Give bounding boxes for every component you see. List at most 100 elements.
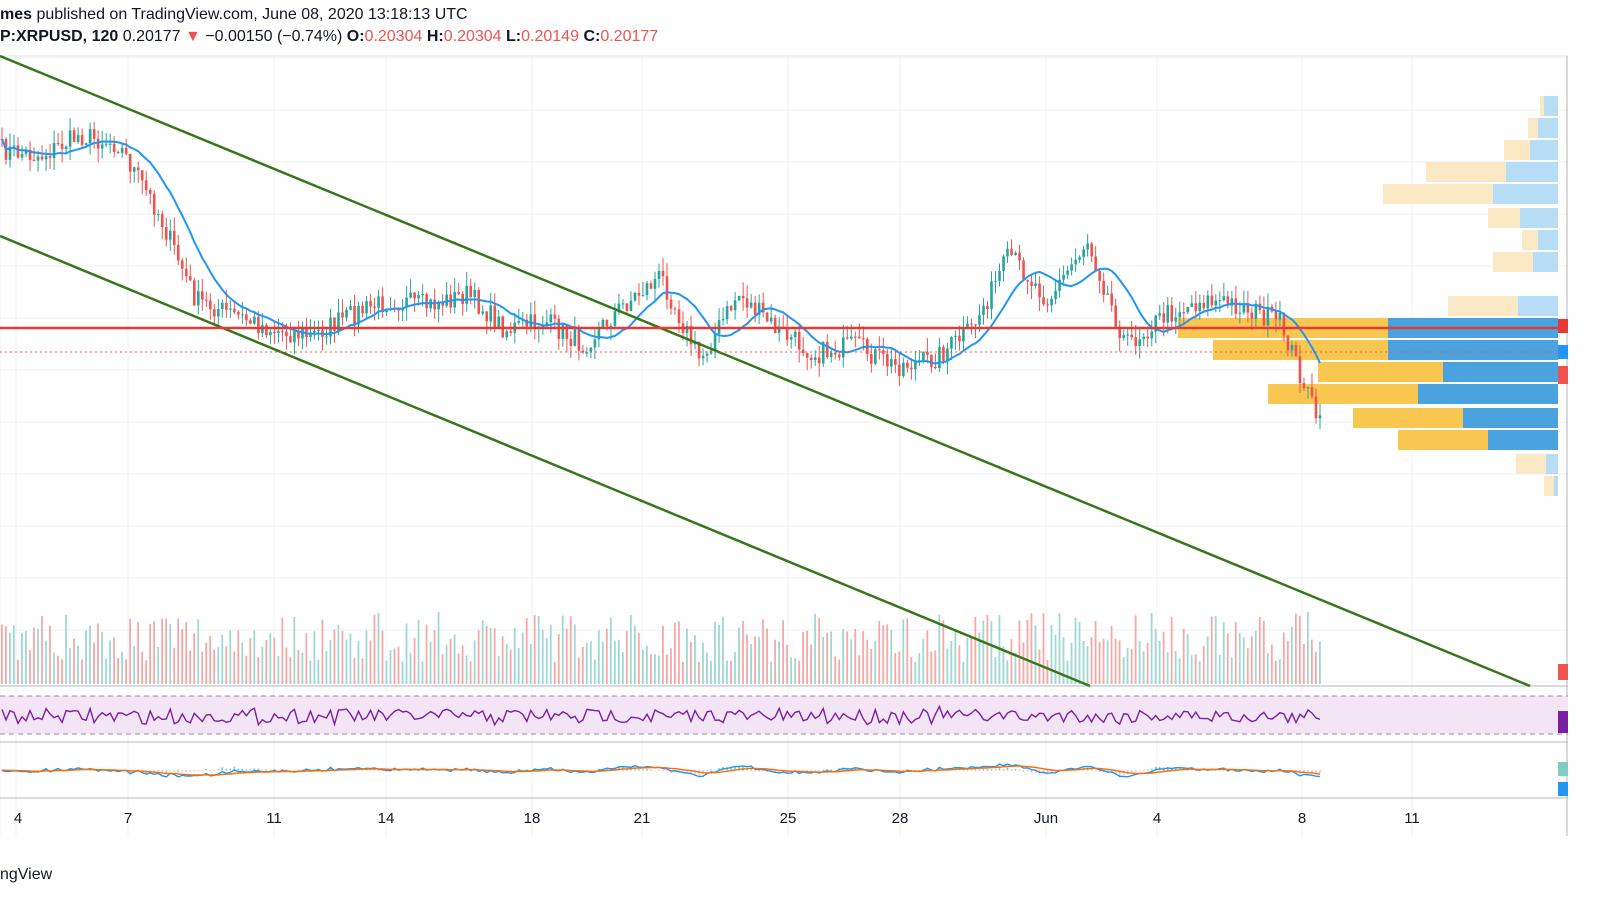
candle-body: [789, 337, 793, 340]
volume-bar: [161, 618, 164, 684]
candle-body: [28, 149, 32, 160]
candle-body: [1146, 336, 1150, 339]
volume-bar: [569, 616, 572, 684]
macd-histogram-bar: [910, 769, 913, 771]
candle-body: [144, 180, 148, 190]
volume-bar: [277, 655, 280, 684]
volume-bar: [581, 646, 584, 684]
volume-bar: [902, 619, 905, 684]
volume-bar: [934, 650, 937, 684]
macd-histogram-bar: [1114, 770, 1117, 774]
volume-bar: [153, 621, 156, 684]
volume-bar: [694, 635, 696, 684]
candle-body: [870, 354, 873, 364]
macd-histogram-bar: [1130, 770, 1133, 773]
candle-body: [1238, 312, 1242, 314]
volume-bar: [1118, 640, 1121, 684]
volume-bar: [1314, 651, 1317, 684]
macd-histogram-bar: [822, 769, 825, 771]
volume-bars: [1, 612, 1321, 684]
volume-bar: [1034, 625, 1037, 684]
candle-body: [96, 138, 100, 149]
candle-body: [16, 145, 20, 158]
candle-body: [962, 328, 965, 342]
candle-body: [857, 336, 861, 339]
trend-line-upper[interactable]: [0, 54, 1531, 688]
macd-histogram-bar: [1054, 770, 1057, 773]
volume-bar: [830, 631, 833, 684]
candle-body: [112, 143, 116, 153]
volume-bar: [301, 652, 304, 684]
candle-body: [926, 351, 929, 355]
x-tick-label: 8: [1298, 810, 1306, 827]
volume-bar: [1122, 656, 1125, 684]
macd-histogram-bar: [902, 770, 905, 772]
close-value: 0.20177: [600, 28, 659, 45]
candle-body: [721, 319, 725, 321]
candle-body: [918, 360, 921, 362]
candle-body: [52, 143, 56, 158]
candle-body: [1022, 260, 1025, 281]
trend-line-lower[interactable]: [0, 234, 1091, 688]
volume-bar: [601, 641, 604, 684]
volume-profile-up-bar: [1318, 362, 1443, 382]
volume-bar: [862, 631, 865, 684]
candle-body: [697, 341, 701, 359]
candle-body: [381, 296, 384, 313]
volume-bar: [886, 624, 889, 684]
candle-body: [309, 332, 312, 338]
candle-body: [825, 341, 829, 358]
candle-body: [565, 324, 569, 339]
volume-bar: [401, 661, 404, 684]
volume-bar: [866, 639, 869, 684]
candle-body: [986, 305, 989, 310]
macd-histogram-bar: [830, 769, 833, 771]
volume-bar: [509, 649, 512, 684]
macd-histogram-bar: [93, 769, 95, 771]
macd-histogram-bar: [241, 768, 244, 771]
volume-bar: [229, 630, 232, 684]
volume-bar: [846, 631, 849, 684]
x-tick-label: 4: [1153, 810, 1161, 827]
candle-body: [1138, 339, 1142, 347]
volume-bar: [898, 651, 901, 684]
volume-bar: [577, 657, 580, 684]
volume-bar: [233, 651, 236, 684]
candle-body: [990, 281, 993, 310]
volume-bar: [1242, 637, 1245, 684]
x-tick-label: 11: [1404, 810, 1420, 827]
candle-body: [809, 357, 813, 361]
high-value: 0.20304: [443, 28, 502, 45]
candle-body: [1266, 306, 1270, 326]
volume-bar: [890, 629, 893, 684]
candle-body: [1070, 264, 1073, 271]
volume-bar: [990, 621, 993, 684]
candle-body: [56, 143, 60, 145]
macd-histogram-bar: [550, 767, 552, 771]
volume-profile-up-bar: [1493, 252, 1533, 272]
macd-histogram-bar: [361, 769, 364, 771]
candle-body: [1306, 387, 1310, 389]
volume-bar: [1238, 632, 1241, 684]
publisher-name: mes: [0, 6, 33, 23]
volume-bar: [341, 630, 344, 684]
candle-body: [805, 353, 809, 358]
candle-body: [862, 338, 865, 340]
macd-histogram-bar: [810, 770, 813, 772]
candle-body: [1026, 280, 1029, 282]
macd-histogram-bar: [197, 770, 200, 772]
volume-bar: [37, 629, 39, 684]
candle-body: [1182, 312, 1186, 314]
volume-bar: [93, 642, 95, 684]
macd-histogram-bar: [181, 770, 184, 772]
volume-bar: [698, 661, 700, 684]
volume-bar: [1134, 615, 1137, 684]
candle-body: [80, 135, 84, 145]
macd-histogram-bar: [161, 770, 164, 774]
volume-bar: [870, 648, 873, 684]
volume-bar: [826, 632, 829, 684]
candle-body: [561, 324, 565, 339]
volume-bar: [1166, 652, 1169, 684]
candle-body: [273, 331, 276, 334]
